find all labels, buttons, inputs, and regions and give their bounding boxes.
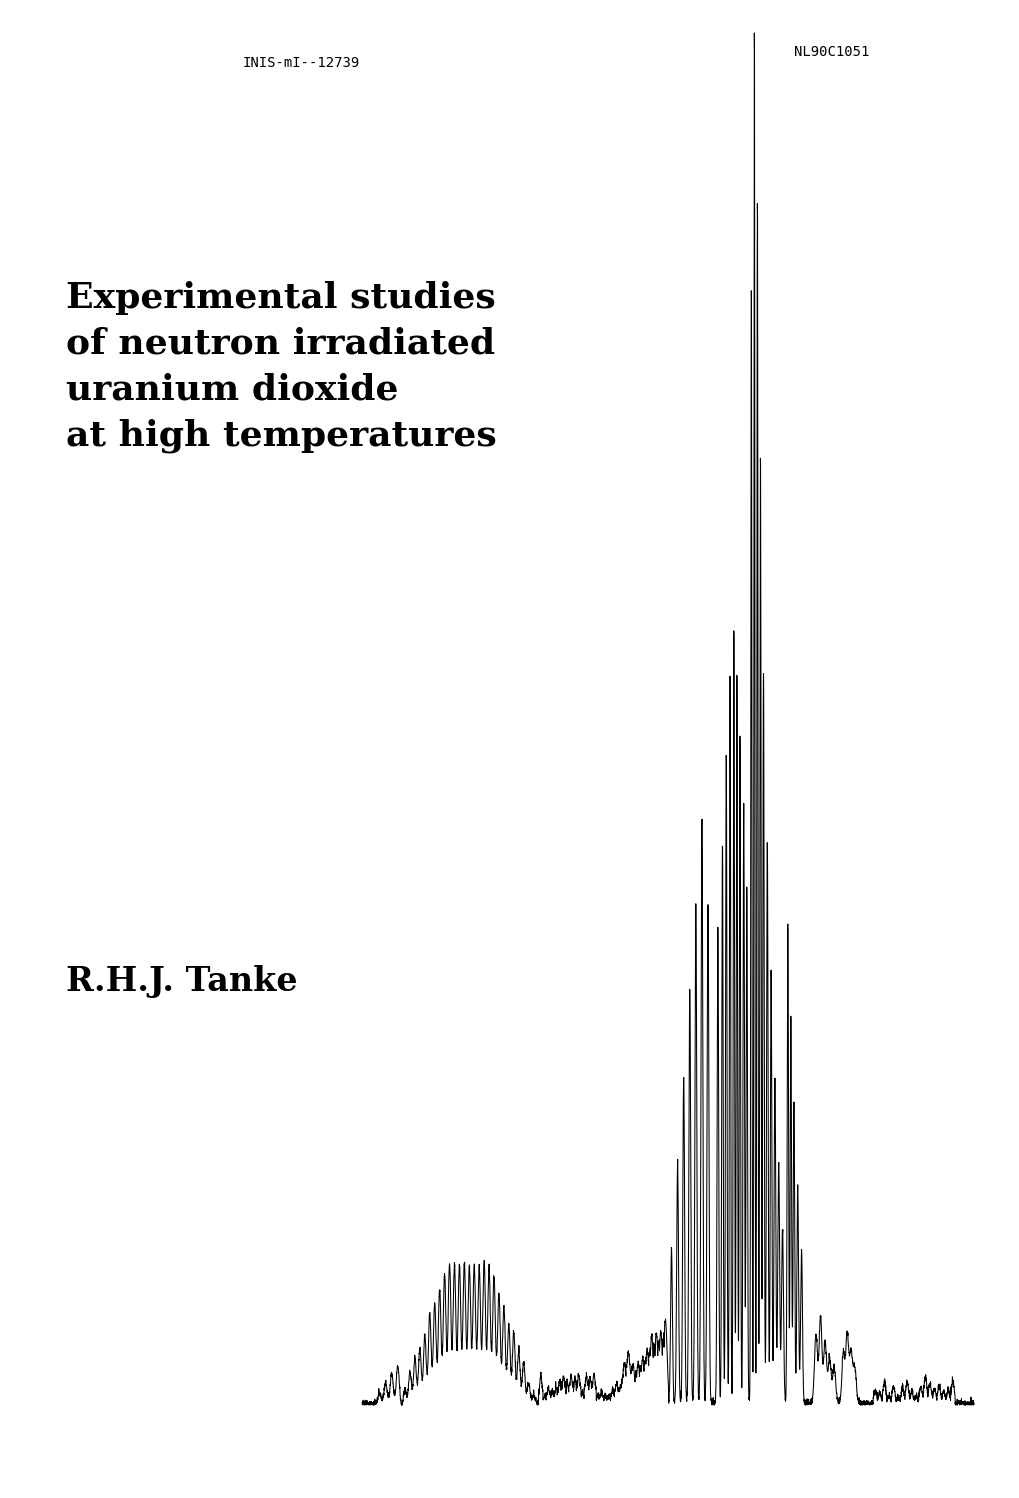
Text: Experimental studies
of neutron irradiated
uranium dioxide
at high temperatures: Experimental studies of neutron irradiat… [66,280,496,454]
Text: R.H.J. Tanke: R.H.J. Tanke [66,965,298,998]
Text: NL90C1051: NL90C1051 [793,45,868,60]
Text: INIS-mI--12739: INIS-mI--12739 [243,55,359,70]
